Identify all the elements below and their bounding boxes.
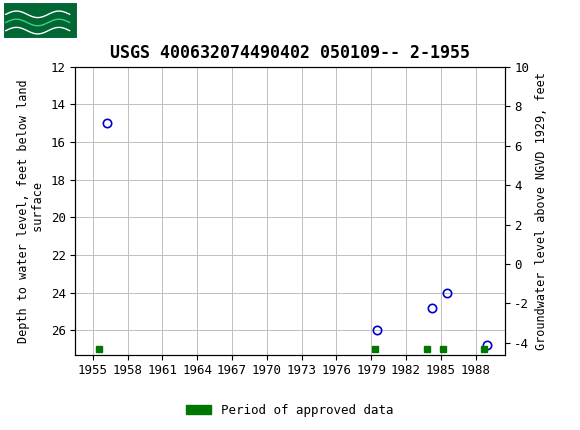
Title: USGS 400632074490402 050109-- 2-1955: USGS 400632074490402 050109-- 2-1955: [110, 44, 470, 62]
Bar: [3, 2, 78, 39]
Y-axis label: Groundwater level above NGVD 1929, feet: Groundwater level above NGVD 1929, feet: [535, 72, 548, 350]
Legend: Period of approved data: Period of approved data: [181, 399, 399, 421]
Text: USGS: USGS: [87, 12, 142, 29]
Y-axis label: Depth to water level, feet below land
 surface: Depth to water level, feet below land su…: [17, 79, 45, 343]
